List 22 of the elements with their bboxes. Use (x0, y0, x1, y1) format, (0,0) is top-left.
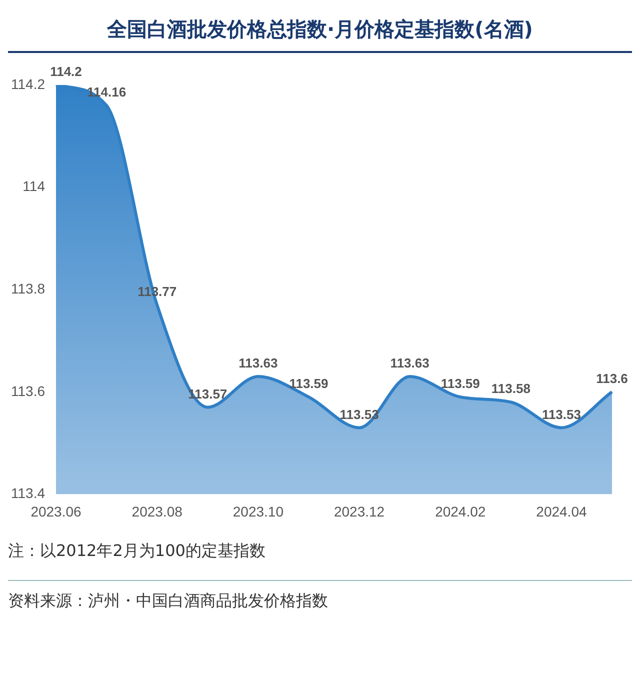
data-label: 113.63 (238, 356, 278, 371)
data-label: 113.6 (596, 370, 628, 386)
x-tick-label: 2023.08 (132, 503, 183, 520)
x-tick-label: 2024.04 (536, 503, 587, 520)
data-label: 113.59 (440, 376, 480, 392)
y-tick-label: 114 (22, 178, 46, 194)
data-label: 113.58 (491, 381, 530, 396)
x-tick-label: 2023.12 (334, 503, 385, 520)
chart-title: 全国白酒批发价格总指数·月价格定基指数(名酒) (8, 8, 632, 53)
x-tick-label: 2023.06 (30, 503, 82, 520)
y-tick-label: 114.2 (10, 76, 46, 92)
y-tick-label: 113.4 (10, 485, 46, 502)
x-tick-label: 2023.10 (232, 503, 284, 520)
data-label: 114.2 (50, 64, 82, 80)
y-tick-label: 113.6 (10, 382, 46, 399)
data-label: 113.63 (390, 356, 430, 371)
text: 资料来源：泸州・中国白酒商品批发价格指数 (8, 580, 632, 622)
x-tick-label: 2024.02 (435, 503, 486, 520)
data-label: 113.53 (542, 406, 581, 422)
text: 注：以2012年2月为100的定基指数 (8, 540, 266, 562)
y-tick-label: 113.8 (10, 280, 46, 296)
data-label: 113.59 (289, 376, 328, 392)
